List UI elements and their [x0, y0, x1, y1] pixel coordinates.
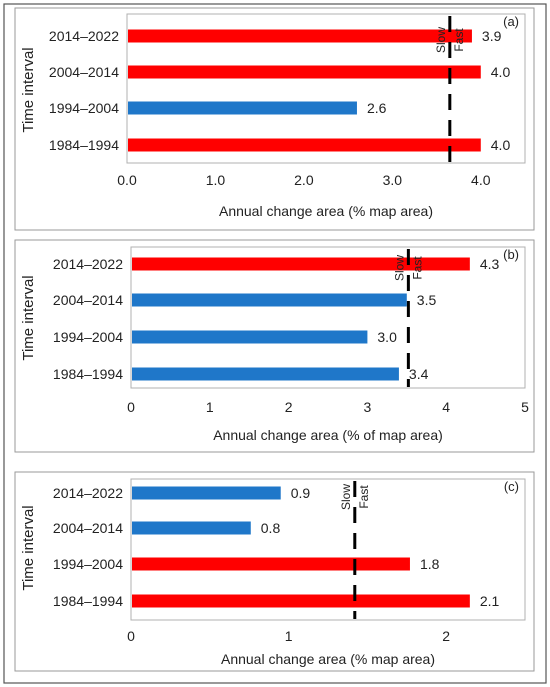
- y-axis-title: Time interval: [20, 47, 37, 132]
- fast-label: Fast: [410, 256, 424, 280]
- x-tick-label: 2: [442, 628, 450, 644]
- bar: [132, 594, 470, 608]
- value-label: 3.9: [482, 28, 502, 44]
- category-label: 2004–2014: [53, 520, 123, 536]
- category-label: 1984–1994: [53, 593, 123, 609]
- y-axis-title: Time interval: [20, 505, 37, 590]
- panel-frame: [14, 239, 535, 453]
- slow-label: Slow: [339, 484, 353, 510]
- bar: [132, 367, 399, 381]
- category-label: 2004–2014: [53, 292, 123, 308]
- bar: [132, 521, 251, 535]
- slow-label: Slow: [434, 27, 448, 53]
- bar: [132, 486, 281, 500]
- panel-label: (a): [503, 14, 519, 29]
- x-tick-label: 2: [285, 399, 293, 415]
- value-label: 0.9: [291, 485, 311, 501]
- panel-frame: [14, 7, 535, 231]
- category-label: 1994–2004: [53, 329, 123, 345]
- category-label: 2014–2022: [49, 28, 119, 44]
- x-tick-label: 4.0: [471, 172, 491, 188]
- x-tick-label: 3: [364, 399, 372, 415]
- category-label: 1994–2004: [53, 556, 123, 572]
- value-label: 3.5: [417, 292, 437, 308]
- value-label: 4.0: [491, 64, 511, 80]
- category-label: 1994–2004: [49, 100, 119, 116]
- panel-frame: [14, 471, 535, 672]
- panel-label: (c): [504, 479, 519, 494]
- value-label: 1.8: [420, 556, 440, 572]
- plot-area: [130, 246, 526, 389]
- x-tick-label: 1.0: [206, 172, 226, 188]
- bar: [128, 65, 481, 79]
- bar: [128, 101, 357, 115]
- x-tick-label: 1: [206, 399, 214, 415]
- x-tick-label: 4: [442, 399, 450, 415]
- panel-a: (a) Time interval 0.0 1.0 2.0 3.0 4.0 Annual ch…: [14, 7, 535, 231]
- category-label: 2014–2022: [53, 256, 123, 272]
- value-label: 3.4: [409, 366, 429, 382]
- value-label: 2.6: [367, 100, 387, 116]
- x-axis-title: Annual change area (% map area): [219, 203, 433, 219]
- value-label: 3.0: [377, 329, 397, 345]
- fast-label: Fast: [452, 28, 466, 52]
- bar: [128, 138, 481, 152]
- fast-label: Fast: [357, 485, 371, 509]
- x-axis-title: Annual change area (% of map area): [213, 427, 443, 443]
- category-label: 2004–2014: [49, 64, 119, 80]
- bar: [132, 330, 368, 344]
- bar: [132, 257, 470, 271]
- x-tick-label: 2.0: [294, 172, 314, 188]
- category-label: 1984–1994: [49, 137, 119, 153]
- x-tick-label: 5: [521, 399, 529, 415]
- value-label: 4.0: [491, 137, 511, 153]
- plot-area: [130, 478, 526, 621]
- y-axis-title: Time interval: [20, 275, 37, 360]
- bar: [132, 557, 410, 571]
- x-tick-label: 0: [127, 628, 135, 644]
- x-tick-label: 0.0: [117, 172, 137, 188]
- x-axis-title: Annual change area (% map area): [221, 651, 435, 667]
- value-label: 2.1: [480, 593, 500, 609]
- slow-label: Slow: [392, 255, 406, 281]
- panel-label: (b): [503, 247, 519, 262]
- x-tick-label: 1: [285, 628, 293, 644]
- category-label: 2014–2022: [53, 485, 123, 501]
- value-label: 0.8: [261, 520, 281, 536]
- bar: [132, 293, 407, 307]
- plot-area: [126, 13, 526, 164]
- category-label: 1984–1994: [53, 366, 123, 382]
- panel-c: (c) Time interval 0 1 2 Annual change area (%…: [14, 471, 535, 672]
- bar: [128, 29, 472, 43]
- x-tick-label: 3.0: [383, 172, 403, 188]
- value-label: 4.3: [480, 256, 500, 272]
- panel-b: (b) Time interval 0 1 2 3 4 5 Annual change area…: [14, 239, 535, 453]
- x-tick-label: 0: [127, 399, 135, 415]
